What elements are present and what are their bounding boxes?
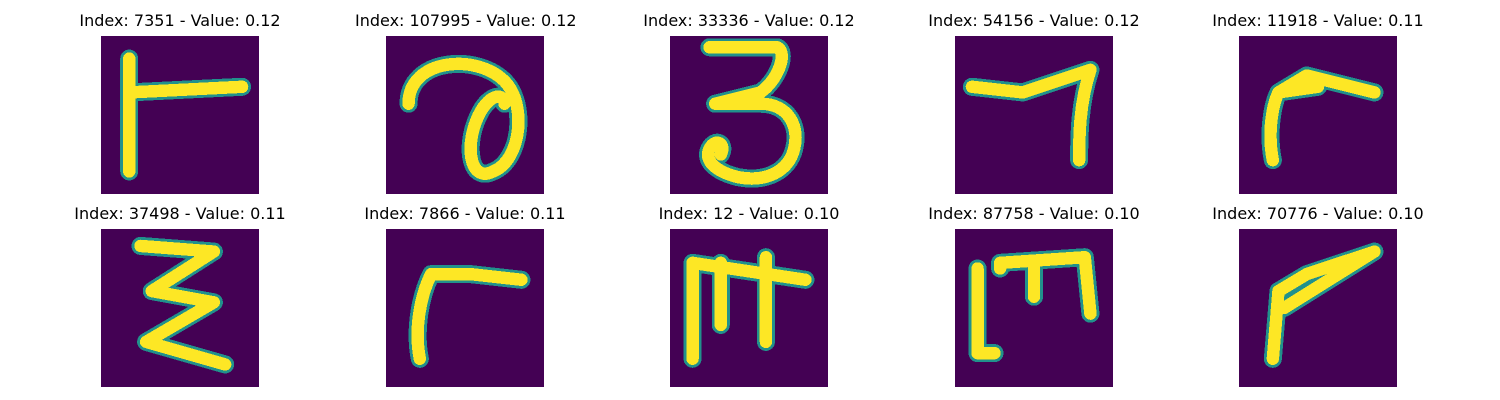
digit-image [101,36,259,194]
panel-title: Index: 7866 - Value: 0.11 [364,204,566,223]
panel-title: Index: 7351 - Value: 0.12 [79,11,281,30]
digit-glyph-8 [683,248,815,368]
panel-title: Index: 37498 - Value: 0.11 [74,204,286,223]
panel-title: Index: 54156 - Value: 0.12 [928,11,1140,30]
panel-title: Index: 33336 - Value: 0.12 [643,11,855,30]
panel-title: Index: 70776 - Value: 0.10 [1212,204,1424,223]
panel-title: Index: 11918 - Value: 0.11 [1212,11,1424,30]
panel-8: Index: 12 - Value: 0.10 [639,204,859,387]
panel-6: Index: 37498 - Value: 0.11 [70,204,290,387]
digit-glyph-3 [699,38,805,188]
digit-image [101,229,259,387]
panel-5: Index: 11918 - Value: 0.11 [1208,11,1428,194]
panel-4: Index: 54156 - Value: 0.12 [924,11,1144,194]
digit-image [386,229,544,387]
digit-image [1239,36,1397,194]
digit-image [670,36,828,194]
panel-7: Index: 7866 - Value: 0.11 [355,204,575,387]
panel-title: Index: 12 - Value: 0.10 [658,204,840,223]
panel-title: Index: 87758 - Value: 0.10 [928,204,1140,223]
panel-3: Index: 33336 - Value: 0.12 [639,11,859,194]
digit-glyph-2 [399,54,528,183]
digit-glyph-5 [1261,66,1384,170]
panel-10: Index: 70776 - Value: 0.10 [1208,204,1428,387]
digit-image [1239,229,1397,387]
digit-image [386,36,544,194]
panel-title: Index: 107995 - Value: 0.12 [355,11,577,30]
panel-9: Index: 87758 - Value: 0.10 [924,204,1144,387]
digit-glyph-9 [968,248,1100,363]
digit-glyph-7 [408,265,531,368]
panel-2: Index: 107995 - Value: 0.12 [355,11,577,194]
digit-glyph-10 [1263,242,1384,368]
digit-image [955,229,1113,387]
digit-image [955,36,1113,194]
panel-1: Index: 7351 - Value: 0.12 [70,11,290,194]
digit-glyph-4 [962,60,1100,170]
digit-image [670,229,828,387]
digit-glyph-1 [120,49,252,181]
digit-glyph-6 [131,236,235,374]
